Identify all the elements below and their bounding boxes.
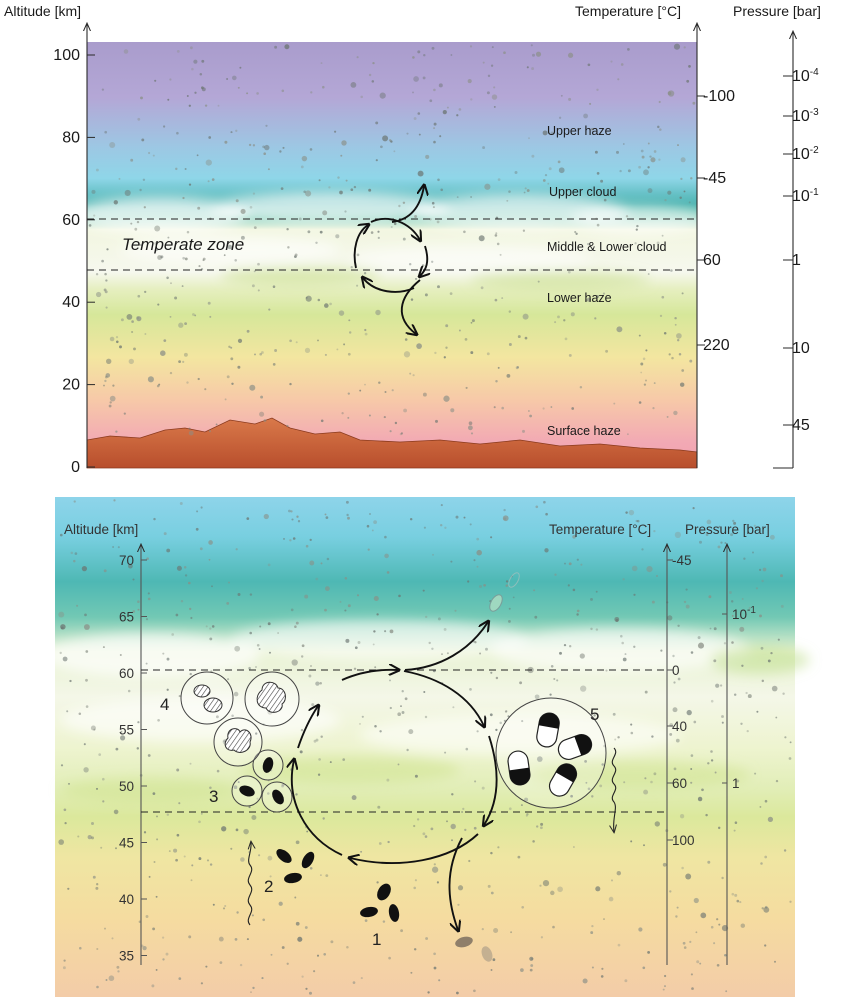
stage-3-cells: 3 [209, 749, 293, 813]
stage-label-2: 2 [264, 877, 273, 896]
top-pressure-axis: Pressure [bar] 10-4 10-3 10-2 10-1 1 10 45 [733, 3, 821, 469]
bottom-sediment-arrow [448, 837, 463, 930]
top-altitude-tick-label: 20 [62, 377, 80, 394]
top-pressure-title: Pressure [bar] [733, 3, 821, 19]
bottom-altitude-tick-label: 55 [119, 723, 134, 738]
top-altitude-axis: Altitude [km] 100 80 60 40 20 0 [4, 3, 95, 476]
bottom-cloud-band [40, 620, 810, 802]
stage-label-1: 1 [372, 930, 381, 949]
stage-label-4: 4 [160, 695, 169, 714]
bottom-altitude-tick-label: 70 [119, 553, 134, 568]
layer-label-middle-lower-cloud: Middle & Lower cloud [547, 240, 667, 254]
top-pressure-tick-label: 10 [792, 340, 810, 357]
top-altitude-title: Altitude [km] [4, 3, 81, 19]
top-temperature-axis: Temperature [°C] -100 -45 60 220 [575, 3, 735, 468]
bottom-altitude-tick-label: 65 [119, 610, 134, 625]
stage-5-cells: 5 [495, 697, 616, 832]
escaping-particles [489, 572, 520, 612]
top-sediment-arrow [400, 279, 421, 334]
bottom-altitude-tick-label: 60 [119, 666, 134, 681]
top-pressure-tick-label: 45 [792, 417, 810, 434]
top-pressure-tick-label: 10-2 [792, 145, 819, 163]
bottom-altitude-title: Altitude [km] [64, 522, 138, 537]
bottom-altitude-axis: Altitude [km] 70 65 60 55 50 45 40 35 [64, 522, 147, 965]
bottom-temperature-tick-label: 100 [672, 833, 695, 848]
top-temperature-title: Temperature [°C] [575, 3, 681, 19]
stage-2-updraft-arrow [248, 842, 251, 926]
top-panel: Altitude [km] 100 80 60 40 20 0 Temperature [… [4, 3, 821, 476]
top-pressure-tick-label: 10-4 [792, 67, 819, 85]
top-altitude-tick-label: 40 [62, 294, 80, 311]
bottom-circulation-cycle [292, 622, 498, 930]
bottom-temperature-tick-label: 0 [672, 663, 680, 678]
top-temperature-tick-label: 220 [703, 337, 730, 354]
temperate-zone-label: Temperate zone [122, 235, 244, 254]
stage-2-spores: 2 [248, 842, 315, 926]
stage-label-3: 3 [209, 787, 218, 806]
bottom-temperature-tick-label: -45 [672, 553, 692, 568]
bottom-temperature-axis: Temperature [°C] -45 0 40 60 100 [549, 522, 695, 965]
top-altitude-tick-label: 60 [62, 212, 80, 229]
stage-label-5: 5 [590, 705, 599, 724]
bottom-pressure-tick-label: 1 [732, 776, 740, 791]
bottom-temperature-tick-label: 40 [672, 719, 687, 734]
top-temperature-tick-label: -100 [703, 88, 735, 105]
top-temperature-tick-label: 60 [703, 252, 721, 269]
bottom-altitude-tick-label: 40 [119, 892, 134, 907]
top-altitude-tick-label: 80 [62, 129, 80, 146]
top-circulation-cycle [353, 186, 428, 334]
stage-5-settling-arrow [612, 747, 615, 832]
settling-particles [455, 936, 493, 962]
layer-label-lower-haze: Lower haze [547, 291, 612, 305]
bottom-pressure-title: Pressure [bar] [685, 522, 770, 537]
stage-4-cells: 4 [160, 671, 300, 767]
top-escape-arrow [391, 186, 424, 223]
bottom-pressure-axis: Pressure [bar] 10-11 [685, 522, 770, 965]
top-altitude-tick-label: 0 [71, 459, 80, 476]
top-pressure-tick-label: 1 [792, 252, 801, 269]
bottom-altitude-tick-label: 45 [119, 836, 134, 851]
stage-1-spores: 1 [360, 883, 400, 949]
bottom-altitude-tick-label: 35 [119, 949, 134, 964]
bottom-escape-arrow [404, 622, 488, 671]
top-altitude-tick-label: 100 [53, 47, 80, 64]
top-pressure-tick-label: 10-1 [792, 187, 819, 205]
top-temperature-tick-label: -45 [703, 170, 726, 187]
bottom-altitude-tick-label: 50 [119, 779, 134, 794]
layer-label-upper-cloud: Upper cloud [549, 185, 616, 199]
surface-mountains [86, 417, 698, 469]
top-cloud-band [70, 192, 710, 289]
top-pressure-tick-label: 10-3 [792, 107, 819, 125]
bottom-temperature-tick-label: 60 [672, 776, 687, 791]
bottom-temperature-title: Temperature [°C] [549, 522, 651, 537]
layer-label-surface-haze: Surface haze [547, 424, 621, 438]
layer-label-upper-haze: Upper haze [547, 124, 612, 138]
